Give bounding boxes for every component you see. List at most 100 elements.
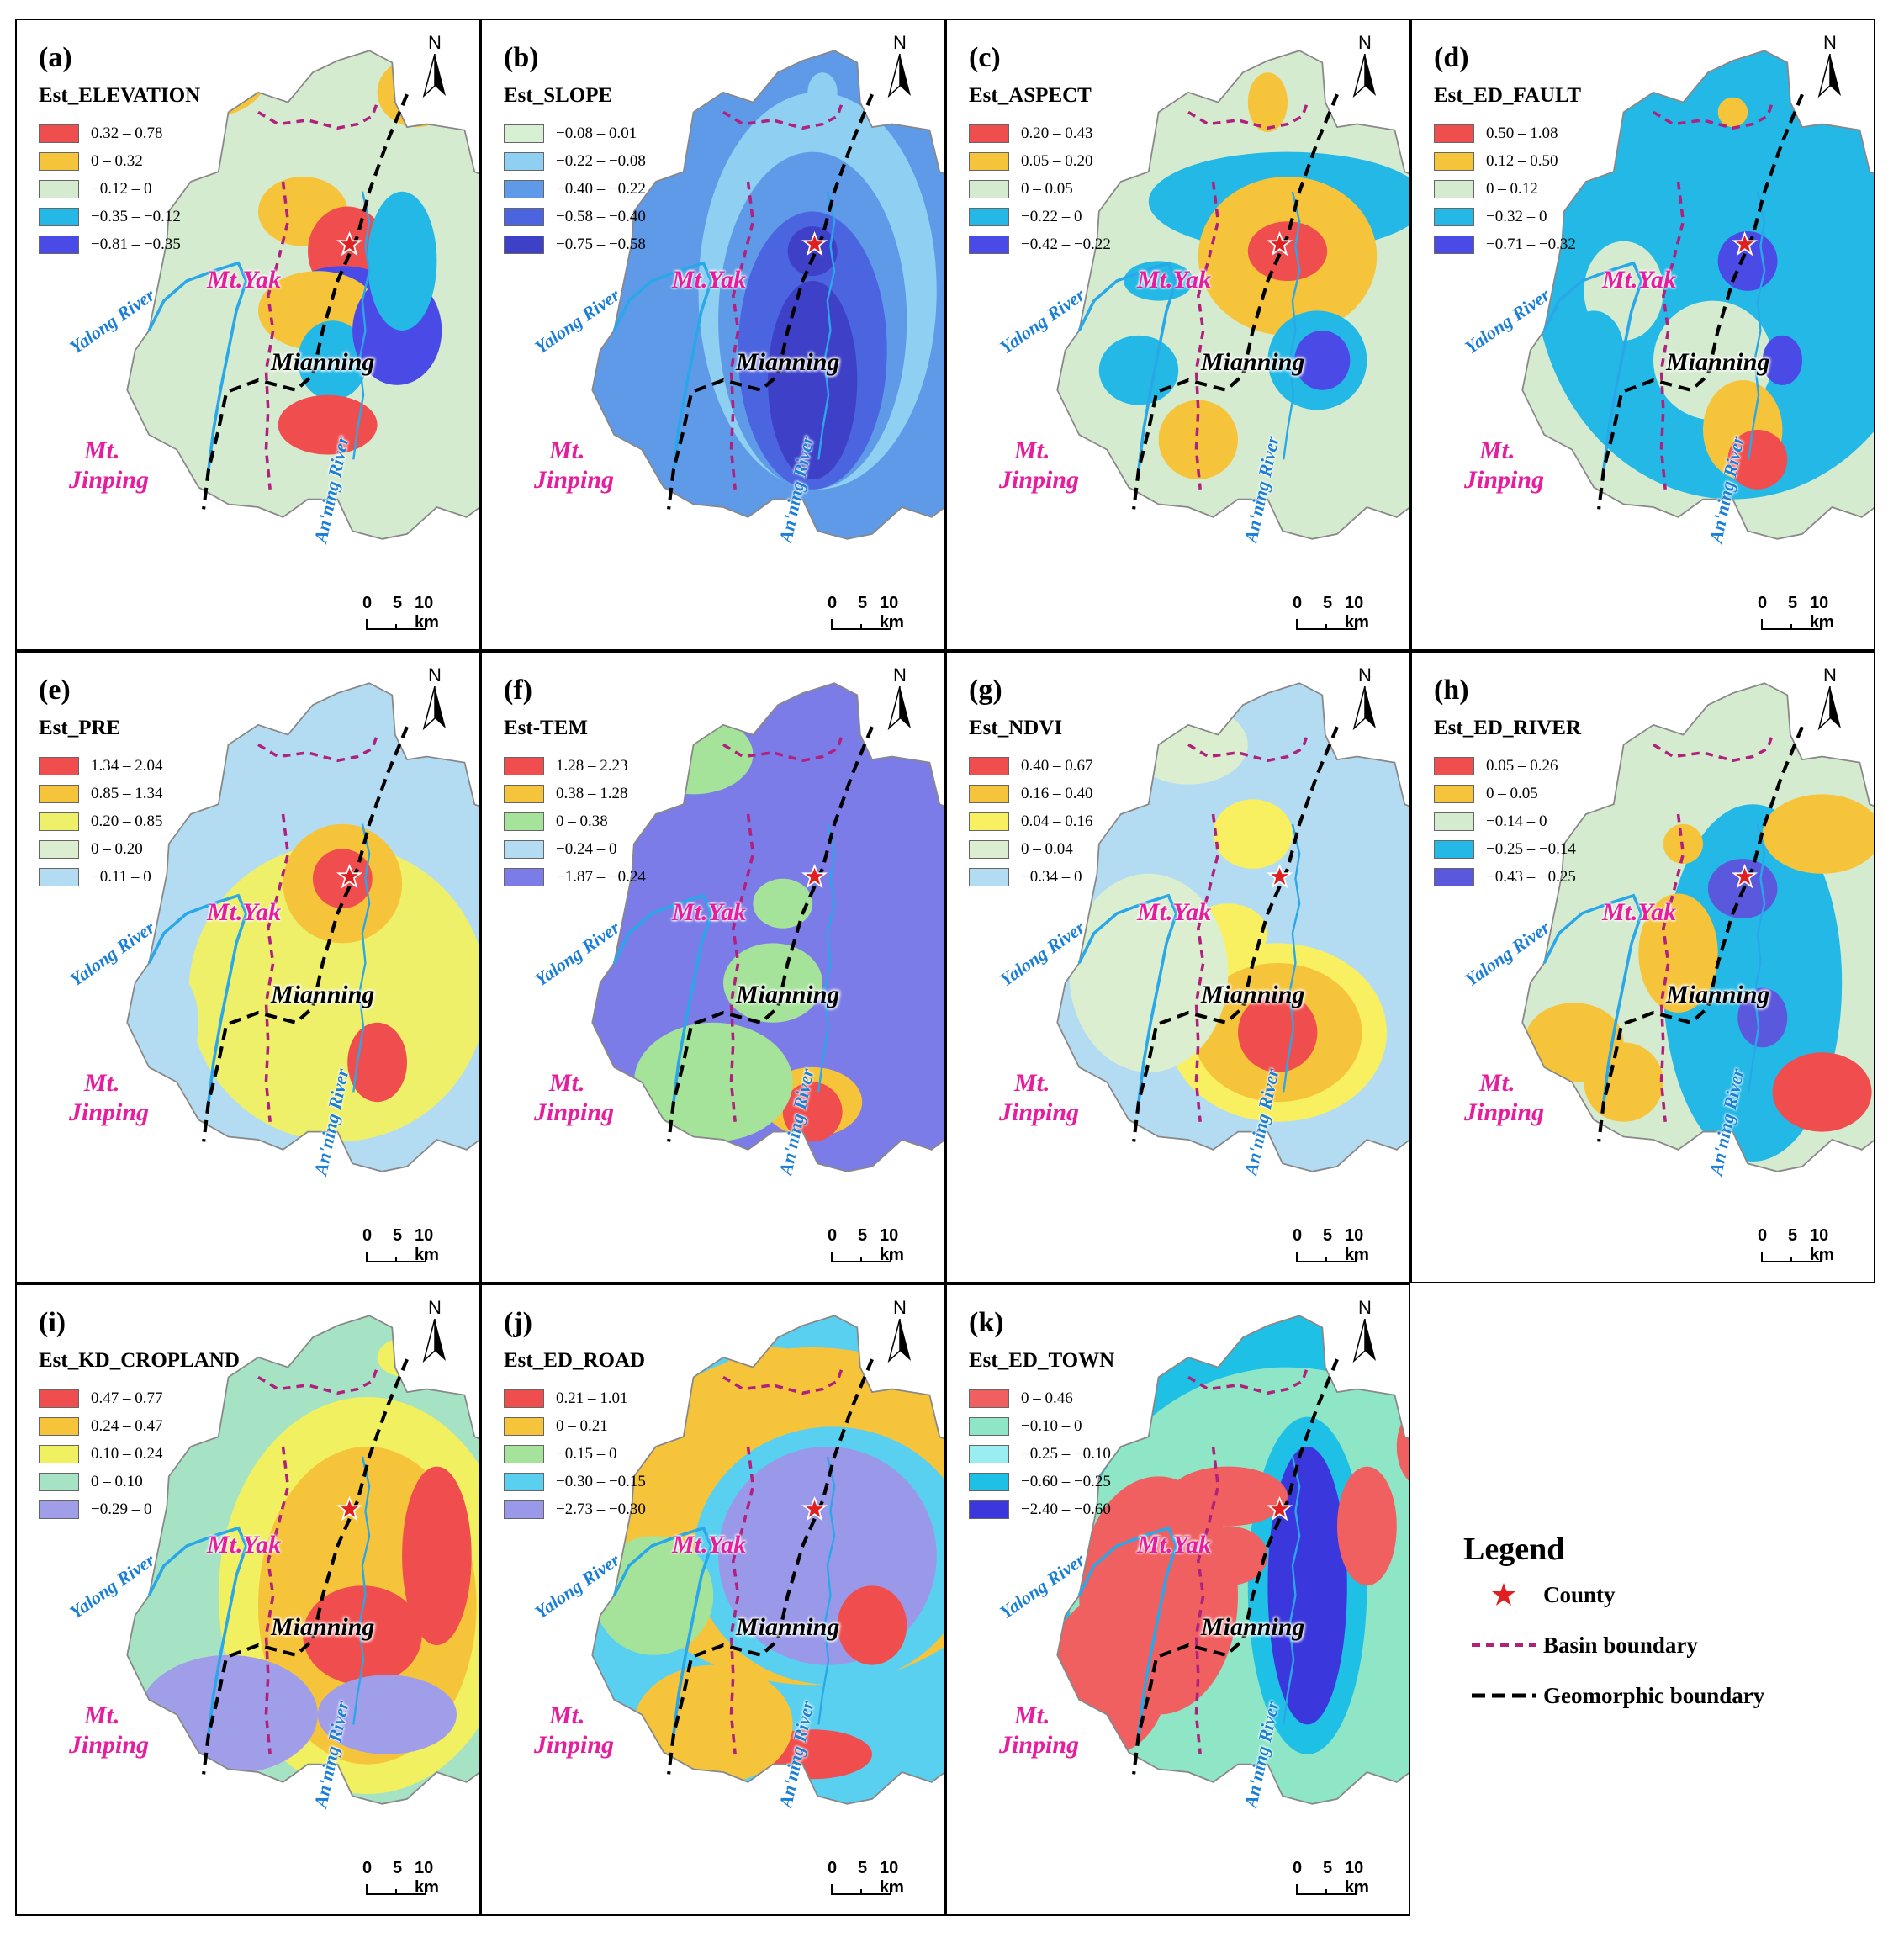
mt-jinping-label-2: Jinping bbox=[534, 466, 615, 494]
north-arrow: N bbox=[416, 32, 453, 106]
class-legend-row: −0.30 – −0.15 bbox=[504, 1468, 646, 1495]
class-swatch bbox=[969, 867, 1009, 886]
map-panel-k: Mt.Yak Mt. Jinping Mianning Yalong River An'n… bbox=[945, 1283, 1410, 1916]
mt-jinping-label-1: Mt. bbox=[1479, 437, 1515, 464]
study-area-outline bbox=[1056, 50, 1409, 540]
class-legend-row: −0.29 – 0 bbox=[39, 1495, 163, 1523]
zone-g bbox=[1069, 873, 1229, 1072]
class-range-label: 0.32 – 0.78 bbox=[91, 124, 163, 142]
panel-title: Est_PRE bbox=[39, 717, 121, 739]
class-legend-row: 1.28 – 2.23 bbox=[504, 752, 646, 780]
class-swatch bbox=[39, 867, 79, 886]
class-swatch bbox=[39, 151, 79, 171]
study-area-outline bbox=[591, 682, 944, 1172]
mt-jinping-label-2: Jinping bbox=[69, 1731, 150, 1759]
scale-10: 10 km bbox=[1345, 1859, 1369, 1897]
anning-river-line bbox=[817, 823, 836, 1093]
zone-a bbox=[331, 214, 375, 258]
panel-title: Est_ED_TOWN bbox=[969, 1349, 1115, 1372]
class-swatch bbox=[1434, 179, 1474, 198]
mt-jinping-label-1: Mt. bbox=[1014, 437, 1050, 464]
panel-label: (d) bbox=[1434, 42, 1469, 73]
geomorphic-boundary-line bbox=[202, 726, 409, 1142]
class-swatch bbox=[969, 839, 1009, 859]
class-swatch bbox=[1434, 867, 1474, 886]
panel-label: (i) bbox=[39, 1307, 66, 1338]
zone-h bbox=[1737, 987, 1788, 1048]
scale-bar: 0 5 10 km bbox=[822, 1859, 923, 1903]
class-swatch bbox=[1434, 812, 1474, 831]
map-e bbox=[126, 682, 479, 1172]
anning-river-line bbox=[1748, 191, 1766, 460]
class-range-label: −0.12 – 0 bbox=[91, 179, 152, 198]
map-h bbox=[1521, 682, 1874, 1172]
yalong-river-line bbox=[1077, 261, 1178, 470]
scale-10: 10 km bbox=[1345, 594, 1369, 632]
scale-0: 0 bbox=[362, 1226, 373, 1245]
county-star-icon bbox=[801, 1495, 828, 1522]
basin-boundary-line bbox=[1187, 102, 1309, 130]
class-legend-row: 0.20 – 0.85 bbox=[39, 807, 163, 835]
scale-bar-line bbox=[831, 1884, 891, 1895]
class-legend-row: 0 – 0.20 bbox=[39, 835, 163, 863]
class-legend-row: −0.35 – −0.12 bbox=[39, 203, 181, 230]
panel-title: Est_NDVI bbox=[969, 717, 1063, 739]
class-legend-row: 0 – 0.46 bbox=[969, 1384, 1111, 1412]
north-arrow: N bbox=[416, 1297, 453, 1371]
map-panel-d: Mt.Yak Mt. Jinping Mianning Yalong River An'n… bbox=[1410, 19, 1875, 651]
legend-row-basin: Basin boundary bbox=[1463, 1622, 1850, 1669]
panel-title: Est-TEM bbox=[504, 717, 588, 739]
panel-label: (k) bbox=[969, 1307, 1004, 1338]
mianning-label: Mianning bbox=[736, 1613, 840, 1641]
class-range-label: −0.22 – −0.08 bbox=[556, 151, 646, 170]
class-legend-row: −1.87 – −0.24 bbox=[504, 863, 646, 891]
map-b bbox=[591, 50, 944, 540]
zone-d bbox=[1727, 430, 1788, 490]
class-swatch bbox=[39, 756, 79, 775]
north-arrow-icon bbox=[887, 685, 911, 731]
class-legend-row: −0.12 – 0 bbox=[39, 175, 181, 203]
mt-jinping-label-1: Mt. bbox=[84, 1701, 120, 1729]
mt-yak-label: Mt.Yak bbox=[1602, 898, 1677, 926]
class-legend-row: −0.25 – −0.10 bbox=[969, 1440, 1111, 1468]
study-area-outline bbox=[1521, 50, 1874, 540]
zone-k bbox=[1337, 1466, 1397, 1586]
study-area-outline bbox=[126, 682, 479, 1172]
scale-bar-line bbox=[1296, 1884, 1357, 1895]
class-legend-row: −0.15 – 0 bbox=[504, 1440, 646, 1468]
anning-river-line bbox=[817, 191, 836, 460]
class-swatch bbox=[504, 867, 544, 886]
mt-jinping-label-1: Mt. bbox=[1479, 1069, 1515, 1097]
class-swatch bbox=[39, 179, 79, 198]
north-label: N bbox=[428, 32, 442, 53]
class-swatch bbox=[504, 784, 544, 803]
scale-0: 0 bbox=[1758, 1226, 1768, 1245]
scale-0: 0 bbox=[1293, 594, 1303, 612]
scale-bar-line bbox=[1296, 1252, 1357, 1262]
anning-river-line bbox=[1283, 1456, 1301, 1725]
class-range-label: −0.81 – −0.35 bbox=[91, 235, 181, 253]
class-swatch bbox=[504, 1416, 544, 1436]
zone-k bbox=[1267, 1447, 1347, 1725]
zone-f bbox=[633, 1022, 793, 1142]
zone-f bbox=[723, 943, 822, 1023]
anning-river-line bbox=[1283, 191, 1301, 460]
scale-10: 10 km bbox=[415, 594, 439, 632]
mianning-label: Mianning bbox=[1666, 981, 1770, 1008]
scale-5: 5 bbox=[1323, 1226, 1333, 1245]
class-legend: 1.28 – 2.23 0.38 – 1.28 0 – 0.38 −0.24 – 0 −… bbox=[504, 752, 646, 891]
north-arrow: N bbox=[1346, 32, 1383, 106]
zone-j bbox=[594, 1536, 714, 1655]
map-f bbox=[591, 682, 944, 1172]
scale-0: 0 bbox=[362, 1859, 373, 1877]
class-legend-row: −0.11 – 0 bbox=[39, 863, 163, 891]
class-range-label: 0.50 – 1.08 bbox=[1486, 124, 1558, 142]
mianning-label: Mianning bbox=[736, 348, 840, 376]
class-range-label: −0.58 – −0.40 bbox=[556, 207, 646, 225]
class-range-label: 0 – 0.21 bbox=[556, 1416, 608, 1435]
north-arrow-icon bbox=[422, 685, 446, 731]
class-range-label: −0.22 – 0 bbox=[1021, 207, 1082, 225]
north-arrow-icon bbox=[422, 1318, 446, 1363]
class-swatch bbox=[504, 124, 544, 143]
zone-c bbox=[1247, 72, 1288, 132]
